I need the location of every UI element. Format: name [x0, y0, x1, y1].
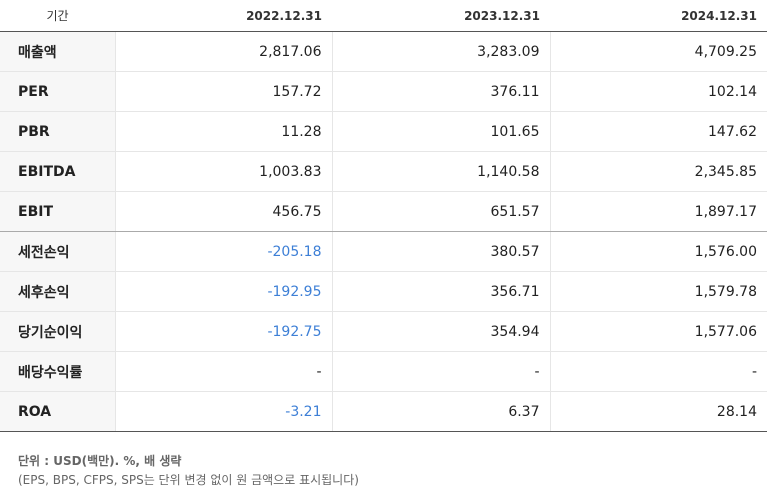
row-label: 배당수익률	[0, 351, 115, 392]
cell-value: 1,140.58	[331, 151, 550, 192]
row-label: 당기순이익	[0, 311, 115, 352]
cell-value: 11.28	[114, 111, 332, 152]
cell-value: 354.94	[331, 311, 550, 352]
cell-value: -	[114, 351, 332, 392]
unit-note-detail: (EPS, BPS, CFPS, SPS는 단위 변경 없이 원 금액으로 표시…	[18, 473, 359, 487]
cell-value: -	[331, 351, 550, 392]
table-row: 매출액 2,817.06 3,283.09 4,709.25	[0, 31, 767, 72]
cell-value: 2,345.85	[549, 151, 767, 192]
header-cell: 2022.12.31	[115, 0, 332, 32]
footer: 단위 : USD(백만). %, 배 생략 (EPS, BPS, CFPS, S…	[0, 432, 767, 490]
cell-value: -192.75	[114, 311, 332, 352]
cell-value: 356.71	[331, 271, 550, 312]
table-row: PBR 11.28 101.65 147.62	[0, 111, 767, 152]
cell-value: 157.72	[114, 71, 332, 112]
cell-value: 6.37	[331, 391, 550, 432]
cell-value: 1,897.17	[549, 191, 767, 232]
table-row: 당기순이익 -192.75 354.94 1,577.06	[0, 311, 767, 352]
table-row: EBIT 456.75 651.57 1,897.17	[0, 191, 767, 232]
header-cell: 2024.12.31	[550, 0, 767, 32]
cell-value: 456.75	[114, 191, 332, 232]
table-row: PER 157.72 376.11 102.14	[0, 71, 767, 112]
row-label: PER	[0, 71, 115, 112]
cell-value: 380.57	[331, 231, 550, 272]
row-label: 매출액	[0, 31, 115, 72]
table-row: EBITDA 1,003.83 1,140.58 2,345.85	[0, 151, 767, 192]
row-label: EBITDA	[0, 151, 115, 192]
cell-value: 4,709.25	[549, 31, 767, 72]
cell-value: -205.18	[114, 231, 332, 272]
cell-value: -	[549, 351, 767, 392]
table-row: 배당수익률 - - -	[0, 351, 767, 392]
cell-value: 651.57	[331, 191, 550, 232]
cell-value: 1,576.00	[549, 231, 767, 272]
header-row: 기간 2022.12.31 2023.12.31 2024.12.31	[0, 0, 767, 32]
cell-value: 2,817.06	[114, 31, 332, 72]
cell-value: -192.95	[114, 271, 332, 312]
header-cell: 2023.12.31	[332, 0, 550, 32]
row-label: EBIT	[0, 191, 115, 232]
cell-value: 102.14	[549, 71, 767, 112]
row-label: PBR	[0, 111, 115, 152]
financial-table: 기간 2022.12.31 2023.12.31 2024.12.31 매출액 2,81…	[0, 0, 767, 432]
cell-value: 376.11	[331, 71, 550, 112]
table-row: 세전손익 -205.18 380.57 1,576.00	[0, 231, 767, 272]
cell-value: -3.21	[114, 391, 332, 432]
cell-value: 1,577.06	[549, 311, 767, 352]
table-row: 세후손익 -192.95 356.71 1,579.78	[0, 271, 767, 312]
header-cell: 기간	[0, 0, 115, 32]
cell-value: 3,283.09	[331, 31, 550, 72]
row-label: 세전손익	[0, 231, 115, 272]
table-row: ROA -3.21 6.37 28.14	[0, 391, 767, 432]
cell-value: 1,579.78	[549, 271, 767, 312]
cell-value: 147.62	[549, 111, 767, 152]
cell-value: 1,003.83	[114, 151, 332, 192]
table-body: 매출액 2,817.06 3,283.09 4,709.25 PER 157.72 376.…	[0, 31, 767, 432]
cell-value: 28.14	[549, 391, 767, 432]
row-label: ROA	[0, 391, 115, 432]
unit-note: 단위 : USD(백만). %, 배 생략	[18, 454, 182, 468]
cell-value: 101.65	[331, 111, 550, 152]
row-label: 세후손익	[0, 271, 115, 312]
